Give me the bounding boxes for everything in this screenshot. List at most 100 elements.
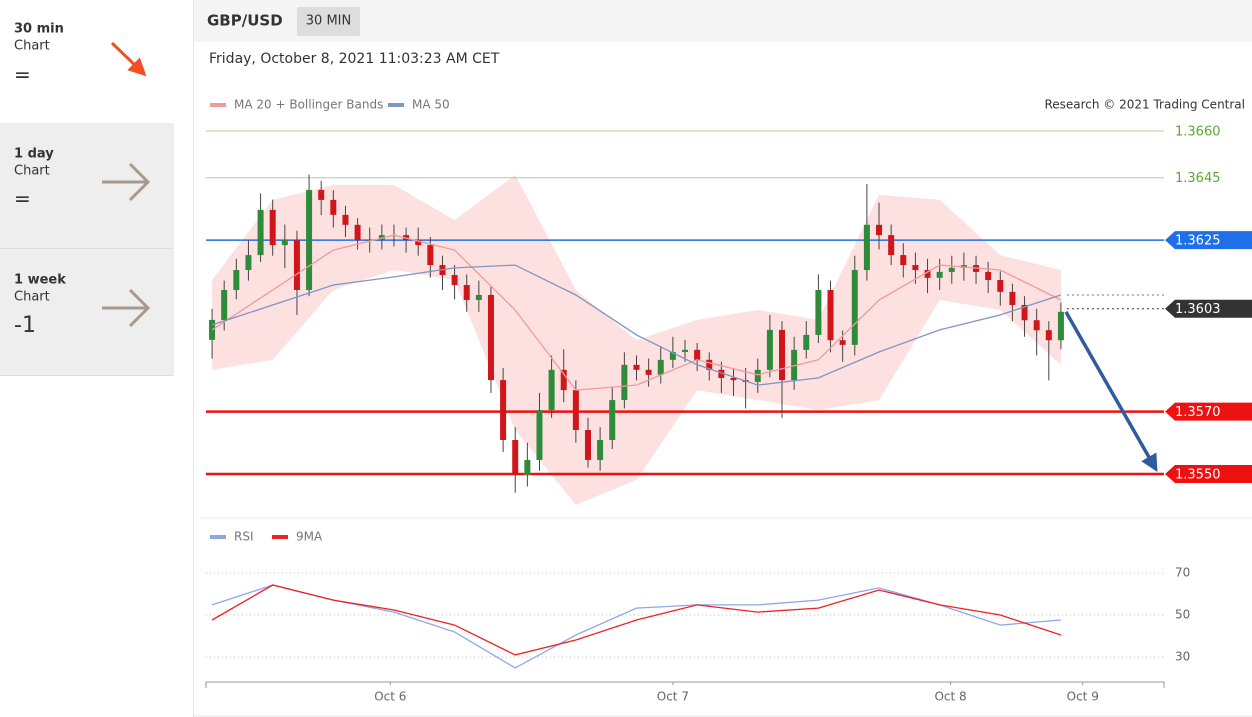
candle-body <box>985 271 992 281</box>
candle-body <box>827 289 834 341</box>
legend-label: MA 20 + Bollinger Bands <box>234 98 383 112</box>
candle-body <box>354 224 361 241</box>
candle-body <box>500 380 507 440</box>
x-tick-label: Oct 6 <box>374 690 406 704</box>
candle-body <box>815 289 822 335</box>
top-bar <box>193 0 1252 42</box>
sidebar-item[interactable] <box>0 249 174 375</box>
candle-body <box>851 270 858 345</box>
candle-body <box>609 400 616 440</box>
price-label: 1.3645 <box>1175 171 1221 186</box>
candle-body <box>791 349 798 381</box>
candle-body <box>1045 330 1052 341</box>
candle-body <box>536 410 543 460</box>
candle-body <box>245 255 252 271</box>
legend-label: MA 50 <box>412 98 450 112</box>
candle-body <box>1033 320 1040 331</box>
timestamp: Friday, October 8, 2021 11:03:23 AM CET <box>209 51 500 67</box>
candle-body <box>936 271 943 278</box>
price-label: 1.3660 <box>1175 124 1221 139</box>
candle-body <box>912 265 919 271</box>
period: 1 week <box>14 273 66 288</box>
forecast-arrow <box>1064 310 1158 473</box>
candle-body <box>766 329 773 370</box>
candle-body <box>718 369 725 378</box>
price-tag <box>1165 299 1252 318</box>
candle-body <box>209 319 216 340</box>
candle-body <box>584 429 591 460</box>
sidebar-item[interactable] <box>0 0 174 123</box>
signal: -1 <box>14 313 36 338</box>
timeframe-pill[interactable] <box>297 7 360 36</box>
candle-body <box>779 329 786 381</box>
signal: = <box>14 187 31 211</box>
price-tag <box>1165 464 1252 483</box>
candle-body <box>730 377 737 381</box>
candle-body <box>876 224 883 236</box>
price-tag <box>1165 231 1252 250</box>
legend-label: 9MA <box>296 530 323 544</box>
candle-body <box>293 240 300 290</box>
candle-body <box>839 340 846 345</box>
candle-body <box>415 240 422 246</box>
x-tick-label: Oct 7 <box>657 690 689 704</box>
candle-body <box>318 189 325 200</box>
moving-average <box>211 264 1062 386</box>
candle-body <box>657 359 664 375</box>
candle-body <box>621 364 628 401</box>
candle-body <box>221 289 228 320</box>
legend-swatch <box>210 535 226 539</box>
price-label: 1.3625 <box>1175 234 1221 249</box>
candle-body <box>257 209 264 256</box>
candle-body <box>682 349 688 353</box>
y-tick-label: 30 <box>1175 650 1190 664</box>
candle-body <box>997 280 1004 292</box>
candle-body <box>633 364 640 370</box>
signal: = <box>14 63 31 87</box>
y-tick-label: 70 <box>1175 566 1190 580</box>
candle-body <box>233 270 240 290</box>
chart-link: Chart <box>14 39 50 54</box>
candle-body <box>924 270 931 278</box>
chart-link: Chart <box>14 290 50 305</box>
chart-link: Chart <box>14 164 50 179</box>
candle-body <box>948 267 955 272</box>
candle-body <box>548 369 555 411</box>
candle-body <box>900 255 907 266</box>
sidebar-item[interactable] <box>0 123 174 248</box>
price-label: 1.3550 <box>1175 467 1221 482</box>
trend-arrow <box>102 162 151 202</box>
price-label: 1.3570 <box>1175 405 1221 420</box>
candle-body <box>1009 291 1016 305</box>
candle-body <box>1021 304 1028 321</box>
legend-swatch <box>272 535 288 539</box>
candle-body <box>487 294 494 381</box>
rsi-line <box>211 584 1061 669</box>
candle-body <box>572 390 579 430</box>
symbol: GBP/USD <box>207 12 283 30</box>
price-tag <box>1165 402 1252 421</box>
candle-body <box>524 459 531 475</box>
credit: Research © 2021 Trading Central <box>1044 98 1245 112</box>
candle-body <box>645 369 652 375</box>
candle-body <box>342 214 349 225</box>
period: 30 min <box>14 22 64 37</box>
candle-body <box>463 285 470 300</box>
candle-body <box>306 189 313 290</box>
trend-arrow <box>110 41 147 77</box>
candle-body <box>803 334 810 350</box>
candle-body <box>694 349 701 360</box>
candle-body <box>451 275 458 286</box>
x-axis <box>205 681 1165 688</box>
candle-body <box>888 235 895 256</box>
legend-label: RSI <box>234 530 254 544</box>
candle-body <box>269 209 276 246</box>
candle-body <box>560 369 567 391</box>
candle-body <box>706 359 713 370</box>
candle-body <box>754 369 761 382</box>
price-label: 1.3603 <box>1175 302 1221 317</box>
x-tick-label: Oct 9 <box>1067 690 1099 704</box>
moving-average <box>211 234 1062 391</box>
legend-swatch <box>210 103 226 107</box>
candle-body <box>475 294 482 300</box>
